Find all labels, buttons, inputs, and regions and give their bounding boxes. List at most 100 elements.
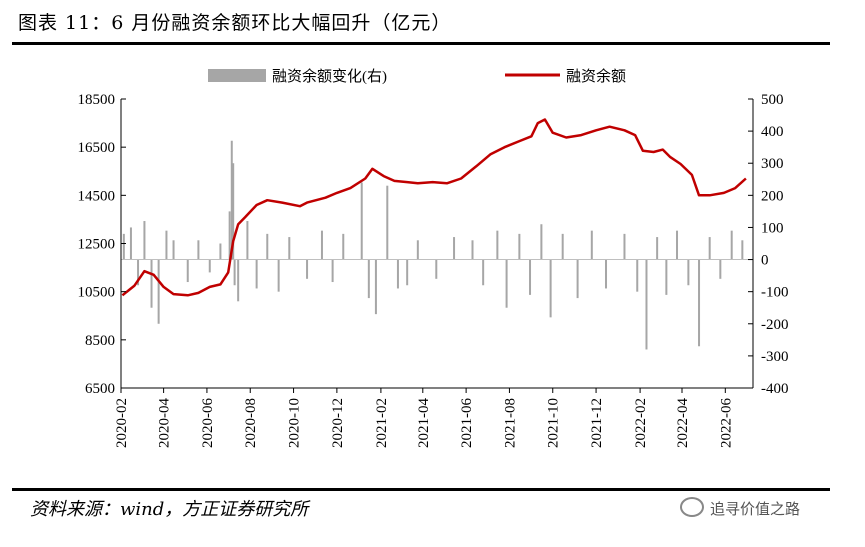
change-bar [687, 259, 690, 286]
change-bar [288, 237, 291, 260]
watermark: 追寻价值之路 [680, 497, 800, 519]
balance-line [121, 118, 747, 297]
watermark-text: 追寻价值之路 [710, 500, 801, 518]
change-bar [590, 230, 593, 260]
change-bar [143, 221, 146, 260]
change-bar [172, 240, 175, 260]
change-bar [406, 259, 409, 286]
right-tick-label: 0 [761, 253, 769, 269]
change-bar [233, 259, 236, 286]
change-bar [157, 259, 160, 324]
legend-bar-label: 融资余额变化(右) [272, 67, 387, 85]
bar-series [122, 140, 744, 350]
chart: 融资余额变化(右) 融资余额 6500 8500 10500 12500 14500 165… [78, 67, 789, 448]
left-tick-label: 18500 [78, 92, 116, 108]
left-tick-label: 14500 [78, 188, 116, 204]
change-bar [719, 259, 722, 279]
change-bar [576, 259, 579, 299]
x-tick-label: 2020-06 [200, 398, 216, 448]
left-tick-label: 8500 [85, 333, 115, 349]
change-bar [255, 259, 258, 289]
change-bar [676, 230, 679, 260]
x-tick-label: 2020-08 [243, 398, 259, 448]
change-bar [561, 233, 564, 260]
change-bar [208, 259, 211, 273]
change-bar [496, 230, 499, 260]
change-bar [232, 163, 235, 260]
change-bar [708, 237, 711, 260]
right-tick-label: -400 [761, 381, 789, 397]
x-tick-label: 2020-10 [287, 398, 303, 448]
change-bar [636, 259, 639, 292]
x-tick-label: 2020-12 [330, 398, 346, 448]
right-tick-label: 400 [761, 124, 784, 140]
change-bar [623, 233, 626, 260]
change-bar [416, 240, 419, 260]
line-series [121, 118, 747, 297]
legend-bar-swatch [208, 69, 266, 82]
right-tick-label: -300 [761, 349, 789, 365]
change-bar [730, 230, 733, 260]
x-tick-label: 2022-04 [675, 398, 691, 448]
change-bar [374, 259, 377, 315]
left-tick-label: 10500 [78, 285, 116, 301]
change-bar [435, 259, 438, 279]
change-bar [549, 259, 552, 318]
change-bar [518, 233, 521, 260]
right-tick-label: 300 [761, 156, 784, 172]
left-tick-label: 6500 [85, 381, 115, 397]
figure-title: 图表 11：6 月份融资余额环比大幅回升（亿元） [18, 12, 452, 34]
x-tick-label: 2022-06 [718, 398, 734, 448]
change-bar [471, 240, 474, 260]
change-bar [396, 259, 399, 289]
right-tick-label: -100 [761, 285, 789, 301]
x-tick-label: 2021-08 [502, 398, 518, 448]
change-bar [230, 140, 233, 260]
left-tick-label: 12500 [78, 237, 116, 253]
change-bar [228, 211, 231, 260]
legend-line-label: 融资余额 [566, 67, 626, 85]
change-bar [505, 259, 508, 308]
change-bar [266, 233, 269, 260]
x-tick-label: 2020-02 [114, 398, 130, 448]
right-tick-label: 500 [761, 92, 784, 108]
change-bar [150, 259, 153, 308]
legend: 融资余额变化(右) 融资余额 [208, 67, 626, 85]
change-bar [605, 259, 608, 289]
axes: 6500 8500 10500 12500 14500 16500 18500 -400 -30… [78, 92, 789, 448]
x-tick-label: 2021-04 [416, 398, 432, 448]
change-bar [540, 224, 543, 260]
change-bar [342, 233, 345, 260]
change-bar [320, 230, 323, 260]
change-bar [165, 230, 168, 260]
change-bar [645, 259, 648, 350]
change-bar [122, 233, 125, 260]
x-tick-label: 2020-04 [157, 398, 173, 448]
change-bar [129, 227, 132, 260]
right-tick-label: 200 [761, 188, 784, 204]
x-tick-label: 2022-02 [633, 398, 649, 448]
x-tick-label: 2021-12 [589, 398, 605, 448]
change-bar [137, 259, 140, 286]
change-bar [331, 259, 334, 283]
bottom-rule [12, 488, 830, 491]
top-rule [12, 42, 830, 45]
change-bar [277, 259, 280, 292]
change-bar [386, 185, 389, 260]
right-tick-label: -200 [761, 317, 789, 333]
change-bar [246, 221, 249, 260]
change-bar [453, 237, 456, 260]
change-bar [186, 259, 189, 283]
change-bar [237, 259, 240, 302]
change-bar [367, 259, 370, 299]
change-bar [665, 259, 668, 295]
wechat-icon [680, 497, 704, 517]
x-tick-label: 2021-06 [459, 398, 475, 448]
change-bar [219, 243, 222, 260]
change-bar [482, 259, 485, 286]
change-bar [698, 259, 701, 347]
change-bar [741, 240, 744, 260]
change-bar [360, 182, 363, 260]
change-bar [197, 240, 200, 260]
x-tick-label: 2021-02 [374, 398, 390, 448]
